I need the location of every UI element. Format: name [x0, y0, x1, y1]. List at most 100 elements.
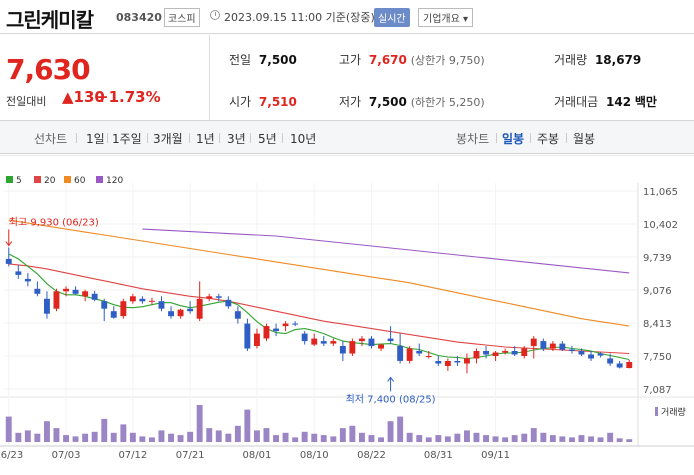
candle-body — [53, 291, 60, 309]
stat-high: 고가 7,670 (상한가 9,750) — [339, 51, 485, 68]
candle-body — [120, 301, 127, 317]
candle-body — [464, 358, 470, 364]
volume-bar — [44, 421, 50, 442]
volume-bar — [139, 436, 146, 442]
stock-name: 그린케미칼 — [6, 8, 94, 32]
candle-body — [168, 311, 174, 317]
candle-body — [15, 271, 22, 275]
candle-body — [320, 341, 327, 344]
divider — [0, 120, 694, 121]
stat-value: 7,500 — [368, 95, 407, 109]
tab-1w[interactable]: 1주일 — [112, 132, 142, 146]
candle-body — [34, 288, 41, 294]
stats-grid: 전일 7,500 고가 7,670 (상한가 9,750) 거래량 18,679… — [211, 35, 694, 120]
candle-body — [483, 351, 489, 355]
volume-bar — [320, 435, 327, 442]
volume-bar — [454, 433, 461, 442]
stat-amount: 거래대금 142 백만 — [554, 93, 657, 110]
volume-bar — [464, 430, 470, 442]
upper-limit: (상한가 9,750) — [410, 54, 485, 67]
volume-bar — [549, 435, 556, 442]
candle-body — [101, 301, 108, 309]
candle-body — [473, 351, 480, 359]
legend-label: 60 — [74, 176, 86, 186]
realtime-button[interactable]: 실시간 — [374, 8, 410, 27]
volume-bar — [53, 428, 60, 442]
volume-bar — [82, 433, 89, 442]
candle-body — [215, 296, 222, 298]
volume-bar — [521, 433, 528, 442]
divider — [147, 133, 148, 143]
max-arrow-icon — [5, 229, 13, 247]
candle-body — [435, 361, 442, 364]
stat-open: 시가 7,510 — [229, 93, 297, 110]
volume-bar — [225, 433, 232, 442]
candle-body — [72, 289, 79, 294]
tab-1y[interactable]: 1년 — [196, 132, 215, 146]
volume-bar — [177, 435, 184, 442]
ma120-line — [142, 228, 630, 274]
volume-bar — [444, 436, 451, 442]
stat-label: 시가 — [229, 95, 252, 109]
legend-swatch — [96, 176, 103, 183]
stat-value: 18,679 — [594, 53, 642, 67]
volume-bar — [387, 421, 394, 442]
x-tick-label: 08/22 — [357, 450, 386, 461]
candle-body — [502, 351, 509, 353]
volume-bar — [129, 432, 136, 443]
volume-bar — [149, 437, 155, 442]
volume-bar — [282, 432, 289, 443]
stat-value: 7,670 — [368, 53, 407, 67]
lower-limit: (하한가 5,250) — [410, 96, 485, 109]
tab-monthly[interactable]: 월봉 — [573, 132, 596, 146]
tab-3y[interactable]: 3년 — [227, 132, 246, 146]
change-amount: ▲130 — [62, 88, 105, 106]
candle-body — [282, 323, 289, 327]
candle-body — [244, 323, 251, 349]
volume-bar — [559, 436, 566, 442]
candle-body — [559, 343, 566, 350]
max-annotation: 최고 9,930 (06/23) — [9, 216, 99, 228]
volume-bar — [588, 436, 594, 442]
candle-body — [368, 338, 375, 347]
candle-body — [549, 343, 556, 349]
volume-bar — [120, 424, 127, 442]
x-tick-label: 07/03 — [52, 450, 81, 461]
legend-swatch — [655, 407, 658, 416]
candle-body — [24, 278, 31, 282]
divider — [282, 133, 283, 143]
volume-bar — [339, 428, 346, 442]
market-badge: 코스피 — [164, 8, 200, 27]
stat-value: 7,510 — [258, 95, 297, 109]
tab-10y[interactable]: 10년 — [290, 132, 317, 146]
tab-5y[interactable]: 5년 — [258, 132, 277, 146]
stat-value: 7,500 — [258, 53, 297, 67]
tab-1d[interactable]: 1일 — [86, 132, 105, 146]
candle-body — [330, 341, 337, 344]
candle-body — [349, 341, 356, 354]
volume-bar — [34, 433, 41, 442]
candle-body — [149, 300, 155, 302]
divider — [76, 133, 77, 143]
min-arrow-icon — [387, 376, 394, 392]
tab-daily[interactable]: 일봉 — [502, 132, 525, 146]
candlestick-chart[interactable]: 7,087 7,750 8,413 9,076 9,739 10,402 11,065 06/… — [0, 155, 694, 475]
candle-body — [63, 288, 69, 292]
volume-bar — [72, 436, 79, 442]
candle-body — [129, 296, 136, 302]
y-tick-label: 7,750 — [643, 352, 672, 363]
candle-body — [206, 296, 213, 299]
x-tick-label: 06/23 — [0, 450, 23, 461]
tab-3m[interactable]: 3개월 — [153, 132, 183, 146]
candle-body — [588, 354, 594, 359]
tab-weekly[interactable]: 주봉 — [537, 132, 560, 146]
volume-bar — [273, 435, 279, 442]
candle-body — [530, 338, 537, 347]
min-annotation: 최저 7,400 (08/25) — [346, 393, 436, 405]
company-info-dropdown[interactable]: 기업개요 ▾ — [418, 8, 473, 27]
volume-bar — [502, 437, 509, 442]
volume-bar — [187, 431, 194, 442]
divider — [219, 133, 220, 143]
volume-bar — [368, 435, 375, 442]
volume-bar — [626, 439, 633, 442]
